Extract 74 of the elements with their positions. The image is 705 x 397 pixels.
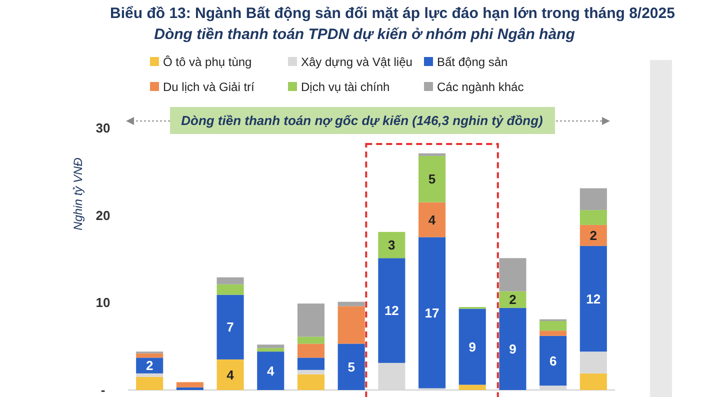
bar [580, 188, 607, 210]
bar [136, 376, 164, 390]
bar [580, 224, 607, 246]
bar [257, 352, 284, 390]
bar [257, 348, 284, 352]
data-label: 9 [468, 339, 476, 354]
bar [540, 336, 567, 386]
bar [297, 358, 324, 370]
bar [338, 344, 365, 390]
data-label: 4 [267, 363, 276, 378]
data-label: 2 [590, 228, 598, 243]
bar [216, 359, 244, 390]
bar [499, 291, 526, 308]
bar [297, 344, 324, 358]
bar [418, 202, 446, 238]
data-label: 5 [428, 172, 436, 187]
bar [136, 373, 164, 377]
data-label: 3 [388, 238, 396, 253]
data-label: 2 [509, 292, 516, 308]
bar [418, 156, 446, 202]
data-label: 12 [384, 303, 399, 318]
data-label: 2 [146, 358, 154, 374]
y-tick-label: 30 [96, 120, 110, 136]
legend-label: Dịch vụ tài chính [301, 80, 390, 94]
bar [338, 302, 365, 306]
bar [580, 373, 607, 390]
bar [458, 308, 486, 385]
bar [136, 353, 164, 358]
data-label: 12 [586, 291, 601, 306]
data-label: 17 [424, 305, 440, 320]
bar [297, 370, 324, 374]
bar [378, 258, 406, 363]
bar [580, 246, 607, 352]
bar [338, 306, 365, 344]
bar [216, 294, 244, 360]
bar [378, 362, 406, 390]
legend-label: Bất động sản [437, 55, 508, 69]
bar [216, 284, 244, 295]
y-tick-label: - [100, 382, 106, 397]
bar [499, 258, 526, 292]
bar [378, 232, 406, 258]
data-label: 7 [226, 320, 234, 335]
bar [580, 352, 607, 374]
bar [540, 321, 567, 331]
legend-label: Các ngành khác [437, 80, 524, 94]
y-axis-title: Nghin tỷ VNĐ [71, 157, 85, 230]
data-label: 4 [428, 212, 436, 228]
data-label: 6 [549, 353, 557, 368]
bar [136, 358, 164, 374]
chart-subtitle: Dòng tiền thanh toán TPDN dự kiến ở nhóm phi Ngân hàng [154, 26, 575, 43]
bar [176, 382, 204, 388]
bar [540, 386, 567, 390]
bar [580, 210, 607, 225]
y-tick-label: 20 [96, 208, 110, 223]
legend-label: Du lịch và Giải trí [163, 80, 256, 94]
bar [418, 153, 446, 156]
bar [458, 384, 486, 390]
bar [257, 344, 284, 348]
chart-title: Biểu đồ 13: Ngành Bất động sản đối mặt áp lực đáo hạn lớn trong tháng 8/2025 [110, 5, 675, 22]
data-label: 4 [226, 367, 235, 382]
bar [418, 237, 446, 388]
bar [297, 304, 324, 337]
bar [176, 387, 204, 390]
data-label: 5 [348, 359, 355, 374]
bar [216, 277, 244, 284]
legend-label: Ô tô và phụ tùng [163, 55, 252, 69]
legend-label: Xây dựng và Vật liệu [301, 55, 412, 69]
bar [297, 374, 324, 390]
bar [297, 336, 324, 344]
bar [499, 308, 526, 390]
y-tick-label: 10 [96, 295, 110, 310]
bar [540, 330, 567, 336]
data-label: 9 [509, 342, 516, 357]
text: Dòng tiền thanh toán nợ gốc dự kiến (146,3 nghin tỷ đồng) [181, 113, 543, 128]
